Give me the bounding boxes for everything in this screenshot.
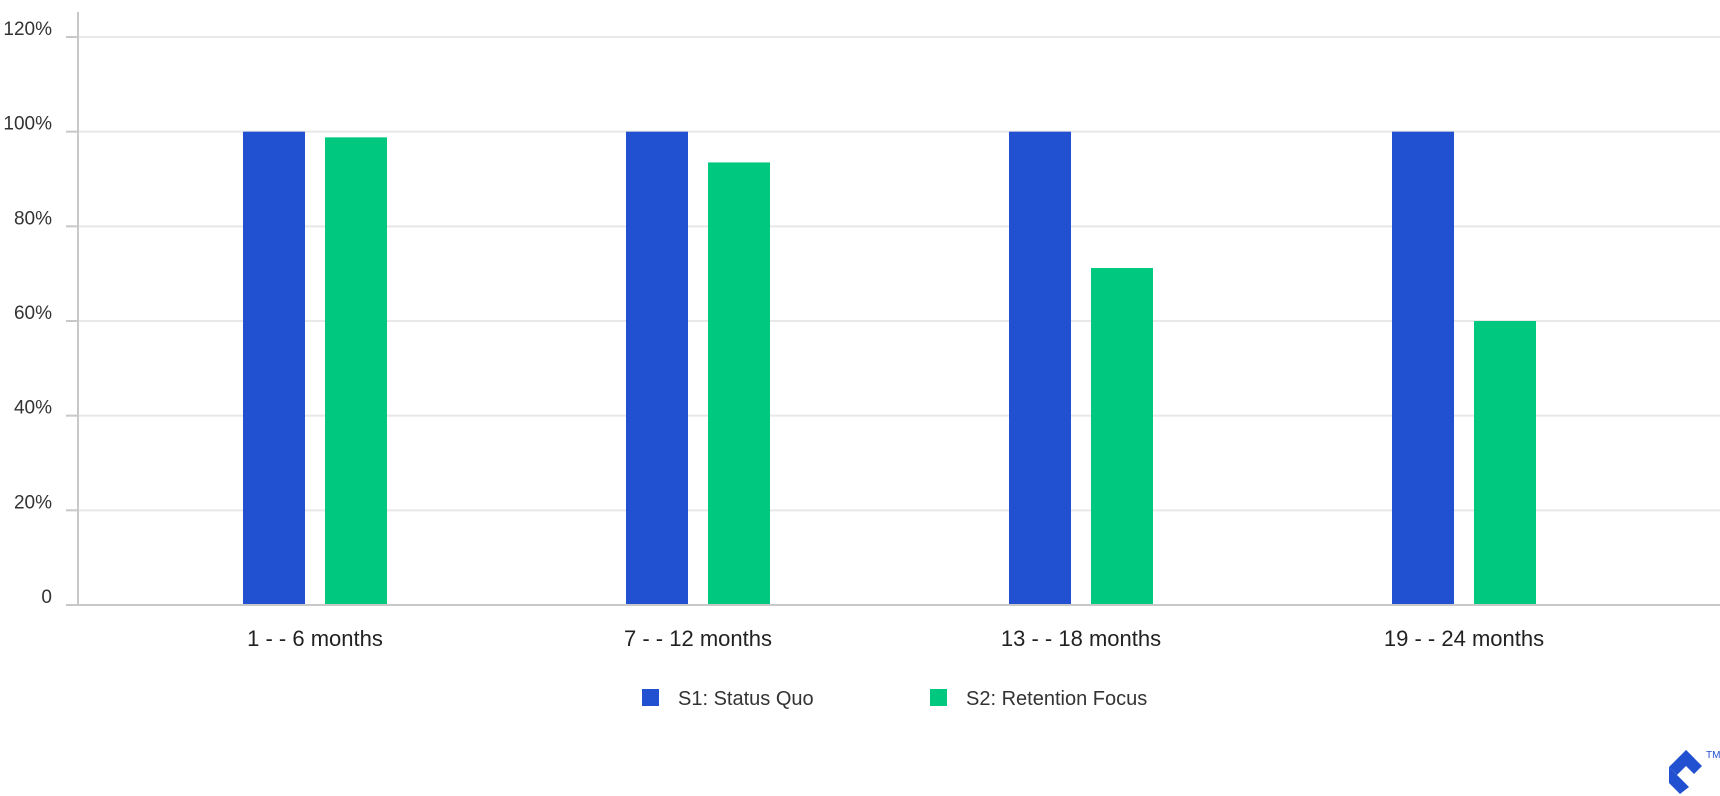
x-axis: 1 - - 6 months 7 - - 12 months 13 - - 18 m…	[66, 604, 1720, 651]
bar-s2-3	[1091, 267, 1153, 605]
legend-label: S2: Retention Focus	[966, 688, 1147, 710]
y-tick-label: 100%	[3, 114, 52, 135]
legend-item: S2: Retention Focus	[930, 688, 1147, 710]
y-tick-label: 0	[41, 587, 52, 608]
x-tick-label: 13 - - 18 months	[1001, 626, 1161, 651]
x-tick-label: 19 - - 24 months	[1384, 626, 1544, 651]
x-tick-label: 1 - - 6 months	[247, 626, 383, 651]
legend-swatch	[930, 689, 947, 706]
bar-s2-2	[708, 162, 770, 605]
legend-label: S1: Status Quo	[678, 688, 814, 710]
y-tick-label: 40%	[14, 398, 52, 419]
gridlines	[78, 36, 1720, 512]
bar-s1-4	[1392, 131, 1454, 605]
bar-s2-1	[325, 137, 387, 605]
y-tick-label: 20%	[14, 492, 52, 513]
bar-s1-2	[626, 131, 688, 605]
bars	[243, 131, 1536, 605]
legend-item: S1: Status Quo	[642, 688, 814, 710]
x-tick-label: 7 - - 12 months	[624, 626, 772, 651]
trademark-label: TM	[1706, 750, 1720, 761]
bar-s1-3	[1009, 131, 1071, 605]
y-axis: 0 20% 40% 60% 80% 100% 120%	[3, 12, 79, 608]
bar-s1-1	[243, 131, 305, 605]
y-tick-label: 80%	[14, 208, 52, 229]
legend: S1: Status Quo S2: Retention Focus	[642, 688, 1147, 710]
y-tick-label: 120%	[3, 19, 52, 40]
legend-swatch	[642, 689, 659, 706]
bar-s2-4	[1474, 321, 1536, 605]
y-tick-label: 60%	[14, 303, 52, 324]
toptal-logo-icon: TM	[1669, 750, 1720, 794]
